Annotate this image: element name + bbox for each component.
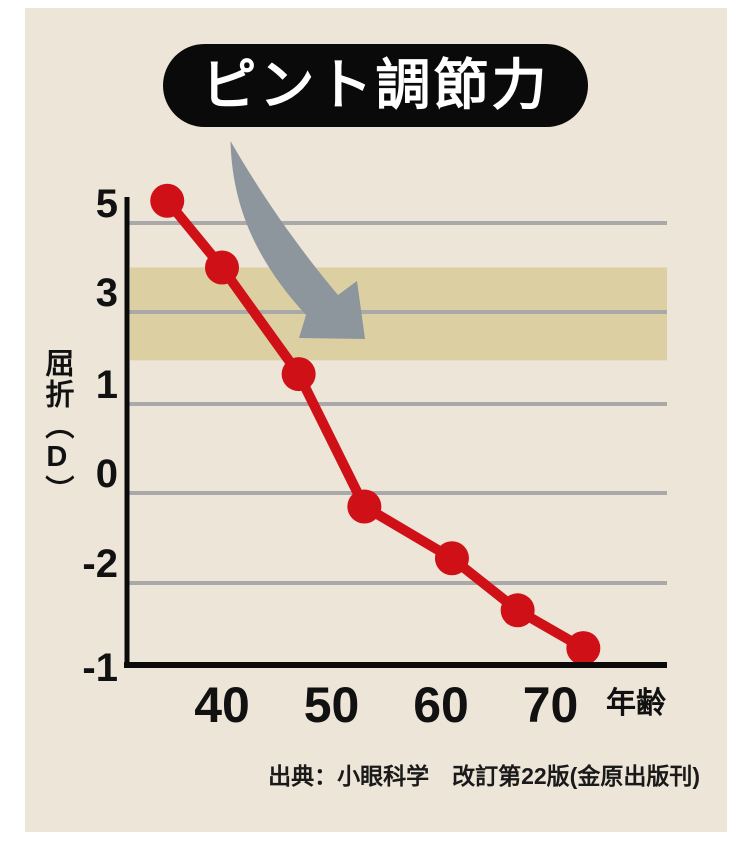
data-point bbox=[150, 183, 185, 218]
data-point bbox=[500, 593, 535, 628]
label-layer: 5 3 1 0 -2 -1 40 50 60 70 年齢 bbox=[82, 182, 666, 733]
series-layer bbox=[150, 183, 601, 666]
y-tick-label: 3 bbox=[96, 271, 118, 315]
chart-title: ピント調節力 bbox=[201, 54, 550, 116]
y-tick-label: 1 bbox=[96, 363, 118, 407]
data-point bbox=[281, 357, 316, 392]
source-citation: 出典：小眼科学 改訂第22版(金原出版刊) bbox=[268, 763, 700, 789]
y-tick-label: -2 bbox=[82, 542, 118, 586]
x-tick-label: 50 bbox=[304, 677, 360, 733]
x-tick-label: 70 bbox=[523, 677, 579, 733]
y-tick-label: 0 bbox=[96, 452, 118, 496]
data-point bbox=[205, 250, 239, 285]
y-axis-title: 屈折（D） bbox=[40, 348, 73, 506]
chart-panel bbox=[25, 8, 727, 832]
x-tick-label: 60 bbox=[413, 677, 469, 733]
data-point bbox=[566, 631, 601, 666]
chart-title-bubble: ピント調節力 bbox=[163, 44, 588, 127]
x-axis-label: 年齢 bbox=[606, 686, 666, 720]
y-tick-label: 5 bbox=[96, 182, 118, 226]
x-tick-label: 40 bbox=[194, 677, 250, 733]
y-tick-label: -1 bbox=[82, 646, 118, 690]
data-point bbox=[434, 541, 469, 576]
decline-arrow-icon bbox=[230, 141, 365, 339]
data-point bbox=[347, 489, 382, 524]
